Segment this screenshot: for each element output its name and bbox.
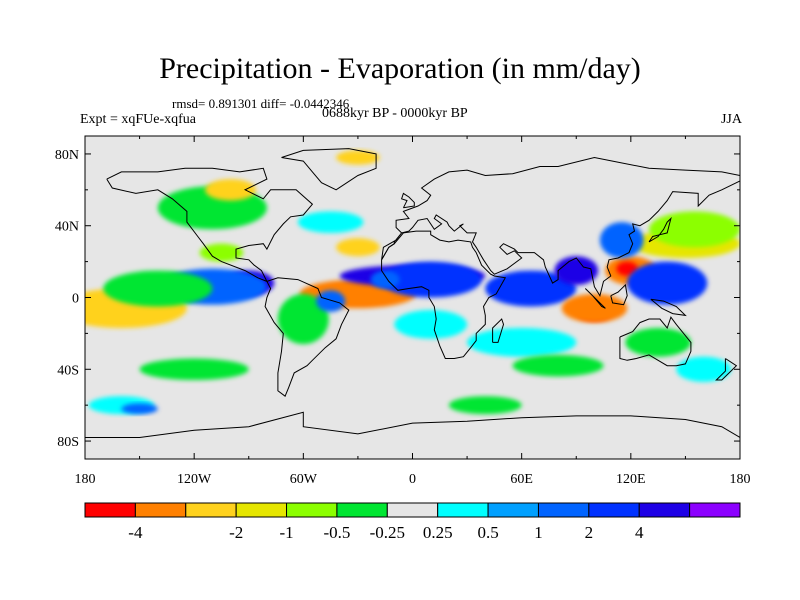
colorbar-label: -0.5 <box>323 523 350 542</box>
y-tick-label: 40N <box>55 220 79 235</box>
anomaly-n-pacific-green <box>649 211 740 248</box>
colorbar-label: -2 <box>229 523 243 542</box>
coastline-new-zealand <box>715 358 738 381</box>
coastline-africa-eurasia <box>381 156 740 297</box>
coastline-greenland <box>281 148 377 191</box>
anomaly-china-wet <box>599 222 644 259</box>
x-tick-label: 180 <box>75 472 96 487</box>
coastline-layer <box>85 148 740 438</box>
x-tick-label: 120W <box>177 472 212 487</box>
x-tick-label: 60W <box>290 472 318 487</box>
colorbar-label: 1 <box>534 523 543 542</box>
colorbar-label: -1 <box>279 523 293 542</box>
anomaly-s-pacific-green <box>139 358 249 381</box>
anomaly-n-atlantic-wet <box>297 211 364 233</box>
anomaly-field-layer <box>85 150 740 415</box>
experiment-label: Expt = xqFUe-xqfua <box>80 112 196 127</box>
colorbar-swatch <box>689 502 741 518</box>
x-axis: 180 120W 60W 0 60E 120E 180 <box>75 136 751 487</box>
colorbar-label: 0.5 <box>477 523 498 542</box>
coastline-japan <box>648 216 672 243</box>
y-axis: 80N 40N 0 40S 80S <box>55 148 740 450</box>
season-label: JJA <box>720 112 742 127</box>
colorbar-label: 2 <box>585 523 594 542</box>
y-tick-label: 80N <box>55 148 79 163</box>
coastline-antarctica <box>85 411 740 438</box>
anomaly-s-atlantic-cyan <box>394 310 468 339</box>
anomaly-s-indian-green <box>512 354 604 377</box>
anomaly-southern-ocean-blue <box>121 403 158 415</box>
colorbar-label: 0.25 <box>423 523 453 542</box>
x-tick-label: 60E <box>510 472 533 487</box>
coastline-sumatra <box>584 288 606 309</box>
anomaly-e-pacific-green <box>103 270 213 307</box>
x-tick-label: 120E <box>616 472 646 487</box>
period-text: 0688kyr BP - 0000kyr BP <box>322 106 468 121</box>
anomaly-australia-cyan <box>625 328 691 357</box>
colorbar-swatch <box>437 502 489 518</box>
anomaly-w-pacific-wet <box>627 261 708 305</box>
coastline-australia <box>619 316 692 367</box>
colorbar-swatch <box>84 502 136 518</box>
colorbar: -4 -2 -1 -0.5 -0.25 0.25 0.5 1 2 4 <box>84 502 741 542</box>
anomaly-n-america-yellow <box>205 179 257 201</box>
y-tick-label: 0 <box>72 292 79 307</box>
anomaly-southern-ocean-green <box>448 396 522 415</box>
colorbar-label: -0.25 <box>370 523 405 542</box>
y-tick-label: 40S <box>57 363 79 378</box>
coastline-borneo <box>610 283 628 306</box>
colorbar-swatch <box>588 502 640 518</box>
colorbar-swatch <box>638 502 691 518</box>
colorbar-swatch <box>185 502 237 518</box>
colorbar-swatch <box>537 502 590 518</box>
coastline-north-america <box>106 167 314 283</box>
anomaly-brazil-wet <box>316 290 346 312</box>
chart-title: Precipitation - Evaporation (in mm/day) <box>159 52 641 85</box>
coastline-uk <box>400 192 415 209</box>
colorbar-swatch <box>235 502 288 518</box>
coastline-new-guinea <box>650 298 687 317</box>
colorbar-swatch <box>134 502 187 518</box>
anomaly-w-africa-coast-blue <box>370 270 400 289</box>
anomaly-indonesia-dry-halo <box>561 293 628 323</box>
y-tick-label: 80S <box>57 435 79 450</box>
anomaly-tasman-cyan <box>676 356 731 382</box>
coastline-south-america <box>264 277 350 397</box>
anomaly-indian-ocean-wet <box>485 270 577 307</box>
anomaly-west-africa-wet <box>379 261 482 298</box>
anomaly-s-indian-cyan <box>467 328 577 357</box>
coastline-africa-south <box>381 230 507 359</box>
anomaly-bay-bengal-wet <box>554 256 599 285</box>
anomaly-mexico-green <box>199 243 244 262</box>
x-tick-label: 0 <box>409 472 416 487</box>
colorbar-swatch <box>286 502 338 518</box>
colorbar-swatch <box>487 502 539 518</box>
colorbar-swatch <box>336 502 388 518</box>
colorbar-swatch <box>386 502 439 518</box>
anomaly-s-america-green <box>277 293 329 345</box>
colorbar-label: 4 <box>635 523 644 542</box>
anomaly-n-atlantic-yellow <box>336 238 380 257</box>
x-tick-label: 180 <box>730 472 751 487</box>
anomaly-greenland-yellow <box>336 150 380 165</box>
stats-text: rmsd= 0.891301 diff= -0.0442346 <box>172 96 350 111</box>
colorbar-label: -4 <box>128 523 143 542</box>
coastline-madagascar <box>492 318 505 343</box>
